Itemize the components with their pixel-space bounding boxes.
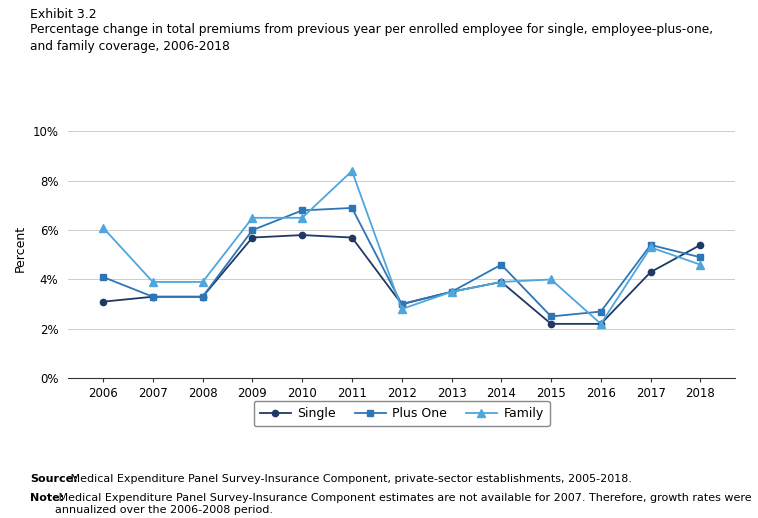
Text: Source:: Source: xyxy=(30,474,78,484)
Text: Medical Expenditure Panel Survey-Insurance Component estimates are not available: Medical Expenditure Panel Survey-Insuran… xyxy=(55,493,752,515)
Text: Exhibit 3.2: Exhibit 3.2 xyxy=(30,8,97,21)
Text: Percentage change in total premiums from previous year per enrolled employee for: Percentage change in total premiums from… xyxy=(30,23,713,53)
Legend: Single, Plus One, Family: Single, Plus One, Family xyxy=(254,401,550,426)
Text: Medical Expenditure Panel Survey-Insurance Component, private-sector establishme: Medical Expenditure Panel Survey-Insuran… xyxy=(67,474,631,484)
Y-axis label: Percent: Percent xyxy=(14,225,27,272)
Text: Note:: Note: xyxy=(30,493,64,503)
